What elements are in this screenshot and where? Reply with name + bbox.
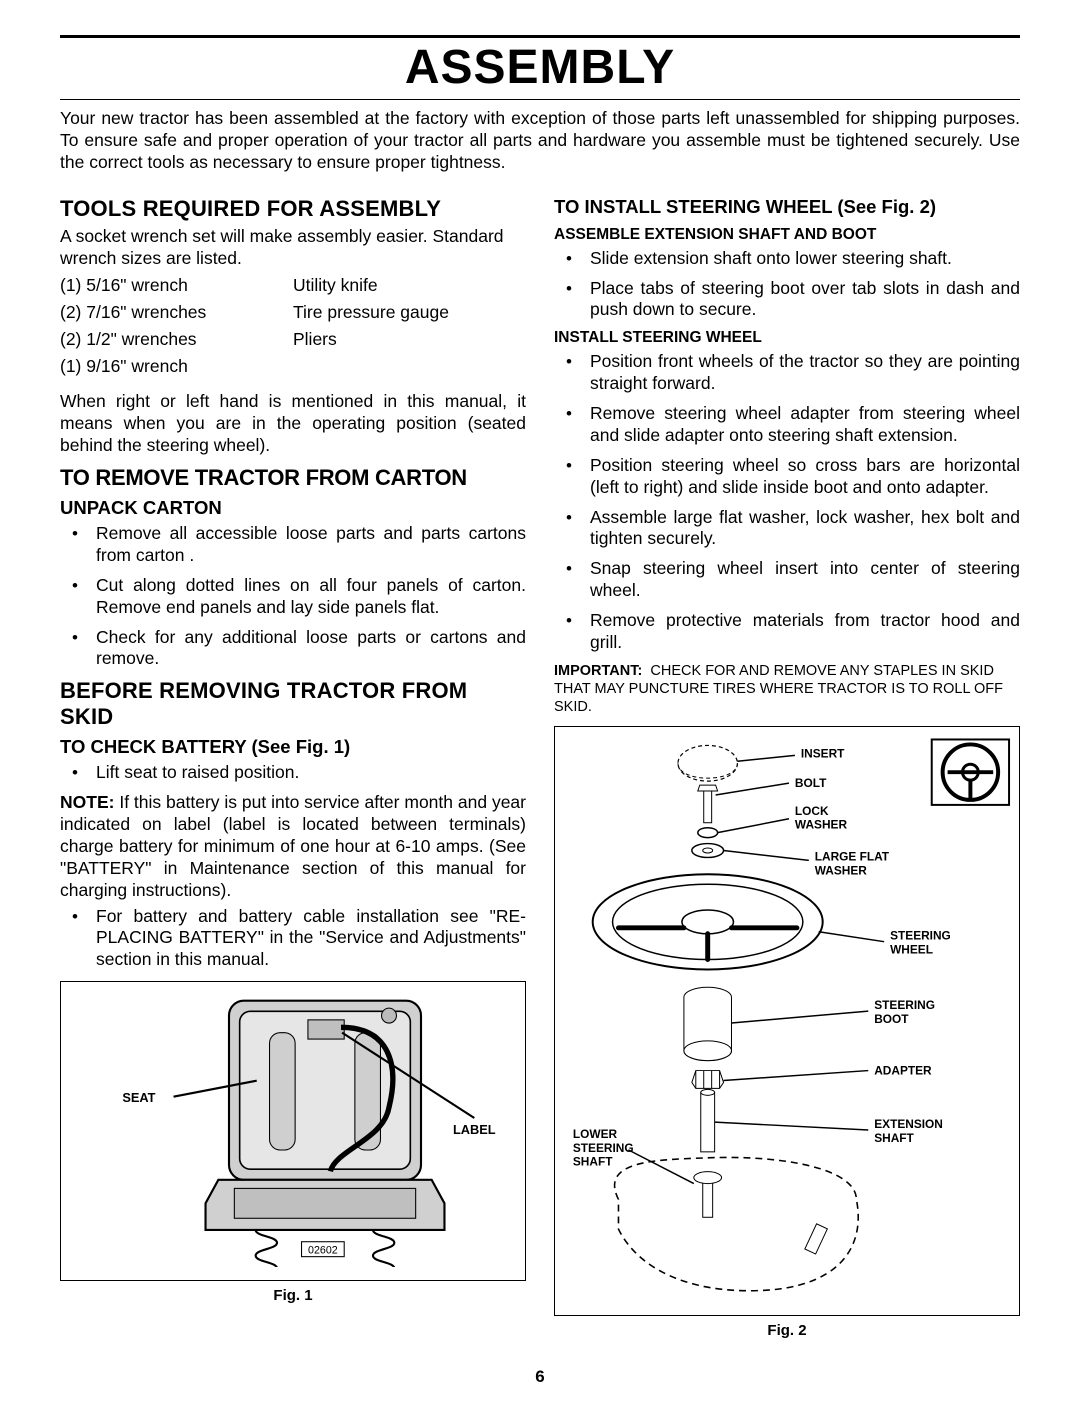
batt-list: For battery and battery cable installati… [60, 906, 526, 972]
rule-under-title [60, 99, 1020, 100]
tool-right-0: Utility knife [293, 275, 526, 296]
list-item: For battery and battery cable installati… [60, 906, 526, 972]
fig2-ext-2: SHAFT [874, 1131, 914, 1145]
page-number: 6 [60, 1367, 1020, 1387]
assemble-subhead: ASSEMBLE EXTENSION SHAFT AND BOOT [554, 226, 1020, 244]
tools-grid: (1) 5/16" wrench Utility knife (2) 7/16"… [60, 275, 526, 377]
rule-top [60, 35, 1020, 38]
fig2-bolt: BOLT [795, 776, 827, 790]
intro-paragraph: Your new tractor has been assembled at t… [60, 108, 1020, 174]
fig2-lockwasher-2: WASHER [795, 818, 848, 832]
tool-left-2: (2) 1/2" wrenches [60, 329, 293, 350]
fig1-seat-label: SEAT [122, 1090, 155, 1105]
note-body: If this battery is put into service afte… [60, 792, 526, 900]
list-item: Assemble large flat washer, lock washer,… [554, 507, 1020, 551]
tool-right-2: Pliers [293, 329, 526, 350]
page-title: ASSEMBLY [60, 40, 1020, 95]
list-item: Snap steering wheel insert into center o… [554, 558, 1020, 602]
tool-right-3 [293, 356, 526, 377]
list-item: Position front wheels of the tractor so … [554, 351, 1020, 395]
list-item: Remove steering wheel adapter from steer… [554, 403, 1020, 447]
tool-left-0: (1) 5/16" wrench [60, 275, 293, 296]
hand-note: When right or left hand is mentioned in … [60, 391, 526, 457]
fig1-label-label: LABEL [453, 1122, 496, 1137]
fig2-lower-2: STEERING [573, 1141, 634, 1155]
fig2-ext-1: EXTENSION [874, 1117, 943, 1131]
unpack-list: Remove all accessible loose parts and pa… [60, 523, 526, 670]
fig2-lower-1: LOWER [573, 1127, 618, 1141]
check-battery-subhead: TO CHECK BATTERY (See Fig. 1) [60, 736, 526, 758]
fig2-wheel-1: STEERING [890, 929, 951, 943]
figure-2-box: INSERT BOLT LOCK WASHER LARGE FLAT WASHE… [554, 726, 1020, 1316]
assemble-list: Slide extension shaft onto lower steerin… [554, 248, 1020, 322]
list-item: Remove all accessible loose parts and pa… [60, 523, 526, 567]
list-item: Slide extension shaft onto lower steerin… [554, 248, 1020, 270]
right-column: TO INSTALL STEERING WHEEL (See Fig. 2) A… [554, 188, 1020, 1340]
fig2-flat-2: WASHER [815, 863, 868, 877]
tool-left-1: (2) 7/16" wrenches [60, 302, 293, 323]
figure-2-svg: INSERT BOLT LOCK WASHER LARGE FLAT WASHE… [559, 731, 1015, 1311]
figure-1-svg: 02602 SEAT LABEL [69, 990, 517, 1267]
tool-right-1: Tire pressure gauge [293, 302, 526, 323]
fig1-code: 02602 [308, 1245, 338, 1257]
lift-list: Lift seat to raised position. [60, 762, 526, 784]
tools-heading: TOOLS REQUIRED FOR ASSEMBLY [60, 196, 526, 222]
tool-left-3: (1) 9/16" wrench [60, 356, 293, 377]
list-item: Remove protective materials from tractor… [554, 610, 1020, 654]
list-item: Check for any additional loose parts or … [60, 627, 526, 671]
fig2-boot-1: STEERING [874, 998, 935, 1012]
install-subhead: INSTALL STEERING WHEEL [554, 329, 1020, 347]
list-item: Cut along dotted lines on all four panel… [60, 575, 526, 619]
remove-heading: TO REMOVE TRACTOR FROM CARTON [60, 465, 526, 491]
fig2-adapter: ADAPTER [874, 1064, 932, 1078]
fig2-flat-1: LARGE FLAT [815, 850, 890, 864]
unpack-subhead: UNPACK CARTON [60, 497, 526, 519]
battery-note: NOTE: If this battery is put into servic… [60, 792, 526, 901]
fig2-insert: INSERT [801, 746, 845, 760]
install-list: Position front wheels of the tractor so … [554, 351, 1020, 654]
fig2-caption: Fig. 2 [554, 1322, 1020, 1339]
install-heading: TO INSTALL STEERING WHEEL (See Fig. 2) [554, 196, 1020, 218]
fig2-boot-2: BOOT [874, 1012, 909, 1026]
important-note: IMPORTANT: CHECK FOR AND REMOVE ANY STAP… [554, 662, 1020, 716]
list-item: Position steering wheel so cross bars ar… [554, 455, 1020, 499]
fig2-wheel-2: WHEEL [890, 943, 933, 957]
fig1-caption: Fig. 1 [60, 1287, 526, 1304]
list-item: Lift seat to raised position. [60, 762, 526, 784]
figure-1-box: 02602 SEAT LABEL [60, 981, 526, 1281]
list-item: Place tabs of steering boot over tab slo… [554, 278, 1020, 322]
left-column: TOOLS REQUIRED FOR ASSEMBLY A socket wre… [60, 188, 526, 1340]
fig2-lockwasher-1: LOCK [795, 804, 829, 818]
tools-intro: A socket wrench set will make assembly e… [60, 226, 526, 270]
before-heading: BEFORE REMOVING TRACTOR FROM SKID [60, 678, 526, 730]
fig2-lower-3: SHAFT [573, 1155, 613, 1169]
